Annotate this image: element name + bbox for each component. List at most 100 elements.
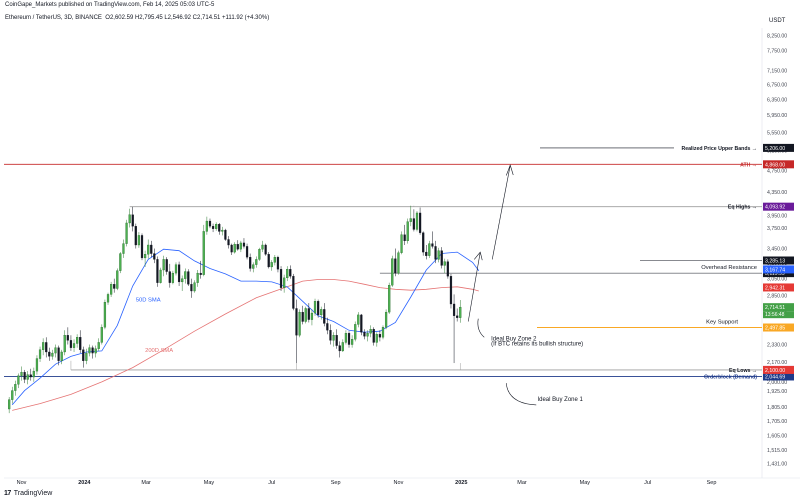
candle[interactable] (125, 219, 128, 247)
candle[interactable] (14, 380, 17, 396)
candle[interactable] (449, 273, 453, 309)
candle[interactable] (17, 373, 20, 389)
candle[interactable] (82, 346, 85, 368)
candle[interactable] (267, 252, 270, 269)
price-tick-label[interactable]: 3,450.00 (767, 247, 787, 253)
candle[interactable] (131, 206, 134, 232)
price-tick-label[interactable]: 1,805.00 (767, 405, 787, 411)
candle[interactable] (26, 371, 29, 385)
price-tick-label[interactable]: 6,350.00 (767, 97, 787, 103)
price-tick-label[interactable]: 2,330.00 (767, 343, 787, 349)
candle[interactable] (425, 245, 428, 260)
candle[interactable] (116, 268, 119, 291)
price-axis[interactable]: 8,250.00 7,750.00 7,150.00 6,750.00 6,350.00… (767, 33, 787, 467)
time-tick-label[interactable]: Sep (707, 480, 717, 486)
price-tick-label[interactable]: 3,950.00 (767, 213, 787, 219)
candle[interactable] (8, 397, 11, 414)
candle[interactable] (310, 309, 314, 326)
candle[interactable] (304, 306, 307, 324)
candle[interactable] (415, 211, 419, 232)
candle[interactable] (63, 330, 66, 356)
candle[interactable] (150, 240, 153, 258)
candle[interactable] (270, 260, 273, 271)
candle[interactable] (459, 300, 462, 323)
candle[interactable] (205, 216, 208, 235)
candle[interactable] (289, 265, 292, 279)
candle[interactable] (72, 339, 76, 352)
candle[interactable] (97, 338, 100, 351)
candle[interactable] (437, 247, 440, 263)
candle[interactable] (181, 275, 184, 292)
price-tick-label[interactable]: 1,925.00 (767, 389, 787, 395)
price-tick-label[interactable]: 5,950.00 (767, 113, 787, 119)
price-tick-label[interactable]: 4,350.00 (767, 190, 787, 196)
candle[interactable] (187, 269, 190, 286)
candle[interactable] (301, 305, 304, 325)
candle[interactable] (128, 208, 131, 228)
candle[interactable] (313, 298, 317, 316)
candle[interactable] (177, 261, 181, 286)
candle[interactable] (286, 266, 289, 282)
candle[interactable] (54, 344, 57, 358)
candle[interactable] (38, 346, 42, 362)
candle[interactable] (341, 339, 344, 352)
price-tick-label[interactable]: 1,515.00 (767, 448, 787, 454)
candle[interactable] (199, 260, 202, 279)
candle[interactable] (434, 240, 437, 264)
time-tick-label[interactable]: 2025 (455, 480, 467, 486)
candle[interactable] (295, 299, 298, 364)
price-tick-label[interactable]: 3,050.00 (767, 277, 787, 283)
candle[interactable] (110, 281, 113, 297)
time-tick-label[interactable]: 2024 (78, 480, 91, 486)
time-tick-label[interactable]: Sep (331, 480, 341, 486)
candle[interactable] (378, 330, 382, 342)
candle[interactable] (283, 274, 286, 293)
time-tick-label[interactable]: May (204, 480, 215, 486)
time-tick-label[interactable]: May (580, 480, 591, 486)
candle[interactable] (400, 231, 403, 255)
candle[interactable] (452, 294, 456, 364)
candle[interactable] (184, 268, 187, 284)
time-axis[interactable]: Nov 2024 Mar May Jul Sep Nov 2025 Mar May Jul Sep (17, 480, 717, 486)
candle[interactable] (100, 324, 103, 345)
candle[interactable] (76, 334, 79, 348)
candle[interactable] (85, 348, 88, 365)
candle[interactable] (338, 341, 341, 358)
candle[interactable] (227, 236, 230, 249)
candle[interactable] (326, 317, 329, 335)
candle[interactable] (409, 205, 412, 227)
candle[interactable] (23, 369, 26, 384)
candle[interactable] (366, 330, 369, 342)
price-tick-label[interactable]: 2,170.00 (767, 360, 787, 366)
candle[interactable] (381, 325, 385, 340)
candle[interactable] (221, 226, 224, 236)
price-tick-label[interactable]: 4,750.00 (767, 168, 787, 174)
candle[interactable] (344, 330, 348, 345)
candle[interactable] (94, 345, 97, 358)
candles-layer[interactable] (8, 205, 462, 414)
price-tick-label[interactable]: 5,550.00 (767, 130, 787, 136)
candle[interactable] (412, 209, 416, 232)
candle[interactable] (159, 267, 162, 284)
candle[interactable] (233, 242, 236, 254)
candle[interactable] (317, 299, 320, 318)
candle[interactable] (335, 329, 338, 349)
candle[interactable] (323, 303, 326, 327)
candle[interactable] (196, 270, 199, 287)
time-tick-label[interactable]: Nov (17, 480, 27, 486)
candle[interactable] (168, 263, 171, 288)
candle[interactable] (134, 223, 137, 249)
time-tick-label[interactable]: Mar (141, 480, 151, 486)
price-tick-label[interactable]: 1,605.00 (767, 434, 787, 440)
candle[interactable] (60, 349, 63, 365)
candle[interactable] (193, 280, 196, 293)
price-tick-label[interactable]: 2,850.00 (767, 293, 787, 299)
candle[interactable] (307, 303, 310, 323)
candle[interactable] (431, 231, 434, 249)
candle[interactable] (363, 329, 366, 340)
candle[interactable] (32, 367, 35, 382)
candle[interactable] (165, 257, 168, 275)
time-tick-label[interactable]: Jul (644, 480, 651, 486)
candle[interactable] (403, 224, 406, 246)
candle[interactable] (406, 218, 409, 244)
